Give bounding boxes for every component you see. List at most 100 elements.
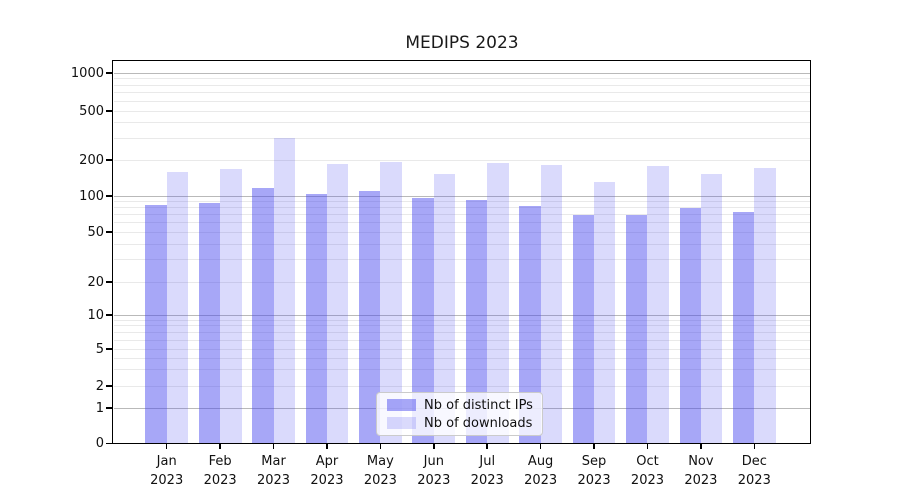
legend-item-downloads: Nb of downloads (387, 416, 542, 431)
y-tick-label: 1 (95, 400, 104, 416)
x-tick-mark (379, 443, 382, 450)
x-tick-label: Dec 2023 (737, 454, 771, 488)
y-tick-label: 500 (79, 103, 104, 119)
y-tick-mark (105, 72, 113, 74)
bar-downloads (220, 169, 242, 444)
x-tick-mark (753, 443, 756, 450)
bar-distinct-ips (305, 193, 327, 444)
y-tick-label: 10 (87, 307, 104, 323)
x-tick-mark (539, 443, 542, 450)
y-tick-mark (105, 314, 113, 316)
x-tick-label: May 2023 (363, 454, 397, 488)
bar-distinct-ips (465, 199, 488, 444)
x-tick-mark (646, 443, 649, 450)
x-tick-mark (165, 443, 168, 450)
minor-gridline (113, 369, 811, 371)
bar-distinct-ips (626, 214, 648, 444)
minor-gridline (113, 214, 811, 216)
legend-label-distinct-ips: Nb of distinct IPs (424, 397, 533, 413)
x-tick-mark (326, 443, 328, 450)
bar-downloads (647, 166, 669, 444)
minor-gridline (113, 281, 811, 283)
x-tick-label: Jan 2023 (150, 454, 184, 488)
minor-gridline (113, 357, 811, 359)
legend: Nb of distinct IPs Nb of downloads (376, 392, 543, 436)
bar-distinct-ips (519, 206, 541, 444)
minor-gridline (113, 259, 811, 261)
y-tick-mark (105, 231, 113, 233)
minor-gridline (113, 231, 811, 233)
y-tick-label: 1000 (70, 65, 104, 81)
minor-gridline (113, 200, 811, 202)
y-tick-mark (105, 281, 113, 283)
minor-gridline (113, 319, 811, 321)
minor-gridline (113, 100, 811, 102)
y-tick-label: 200 (79, 152, 104, 168)
minor-gridline (113, 110, 811, 112)
y-tick-mark (105, 110, 113, 112)
legend-swatch-distinct-ips (387, 399, 416, 411)
bar-distinct-ips (412, 197, 434, 444)
bar-downloads (594, 181, 616, 444)
minor-gridline (113, 159, 811, 161)
bar-distinct-ips (358, 190, 381, 444)
x-tick-label: Feb 2023 (203, 454, 237, 488)
x-tick-mark (219, 443, 221, 450)
x-tick-label: Mar 2023 (256, 454, 291, 488)
bar-downloads (540, 165, 563, 444)
x-tick-label: Aug 2023 (524, 454, 558, 488)
y-tick-mark (105, 442, 113, 445)
minor-gridline (113, 78, 811, 80)
minor-gridline (113, 92, 811, 94)
x-tick-label: Jun 2023 (417, 454, 451, 488)
minor-gridline (113, 339, 811, 341)
bar-distinct-ips (145, 205, 167, 444)
bar-distinct-ips (679, 208, 701, 444)
chart-title: MEDIPS 2023 (405, 33, 519, 53)
x-tick-mark (486, 443, 488, 450)
y-tick-label: 5 (95, 341, 104, 357)
minor-gridline (113, 385, 811, 387)
bar-distinct-ips (732, 211, 755, 444)
x-tick-mark (593, 443, 595, 450)
major-gridline (113, 72, 811, 74)
bar-downloads (433, 174, 456, 444)
x-tick-label: Nov 2023 (684, 454, 718, 488)
bar-downloads (273, 138, 295, 444)
major-gridline (113, 314, 811, 316)
x-tick-mark (700, 443, 702, 450)
y-tick-mark (105, 385, 113, 387)
minor-gridline (113, 84, 811, 86)
minor-gridline (113, 331, 811, 333)
y-tick-label: 20 (87, 274, 104, 290)
x-tick-label: Apr 2023 (310, 454, 344, 488)
bar-downloads (754, 168, 776, 444)
minor-gridline (113, 207, 811, 209)
major-gridline (113, 195, 811, 197)
bar-downloads (166, 171, 189, 444)
legend-label-downloads: Nb of downloads (424, 415, 533, 431)
minor-gridline (113, 325, 811, 327)
y-tick-label: 100 (79, 188, 104, 204)
y-tick-label: 2 (95, 378, 104, 394)
minor-gridline (113, 137, 811, 139)
y-tick-mark (105, 348, 113, 350)
x-tick-mark (272, 443, 275, 450)
y-tick-mark (105, 195, 113, 197)
minor-gridline (113, 222, 811, 224)
x-tick-label: Jul 2023 (470, 454, 504, 488)
bar-distinct-ips (252, 187, 274, 444)
x-tick-label: Oct 2023 (630, 454, 665, 488)
bar-distinct-ips (572, 215, 595, 444)
legend-item-distinct-ips: Nb of distinct IPs (387, 398, 542, 413)
y-tick-label: 50 (87, 224, 104, 240)
bar-downloads (326, 163, 349, 444)
bar-downloads (700, 173, 723, 444)
bar-downloads (487, 163, 509, 444)
x-tick-label: Sep 2023 (577, 454, 611, 488)
y-tick-label: 0 (95, 435, 104, 451)
y-tick-mark (105, 407, 113, 409)
y-tick-mark (105, 159, 113, 161)
bar-downloads (380, 161, 402, 444)
